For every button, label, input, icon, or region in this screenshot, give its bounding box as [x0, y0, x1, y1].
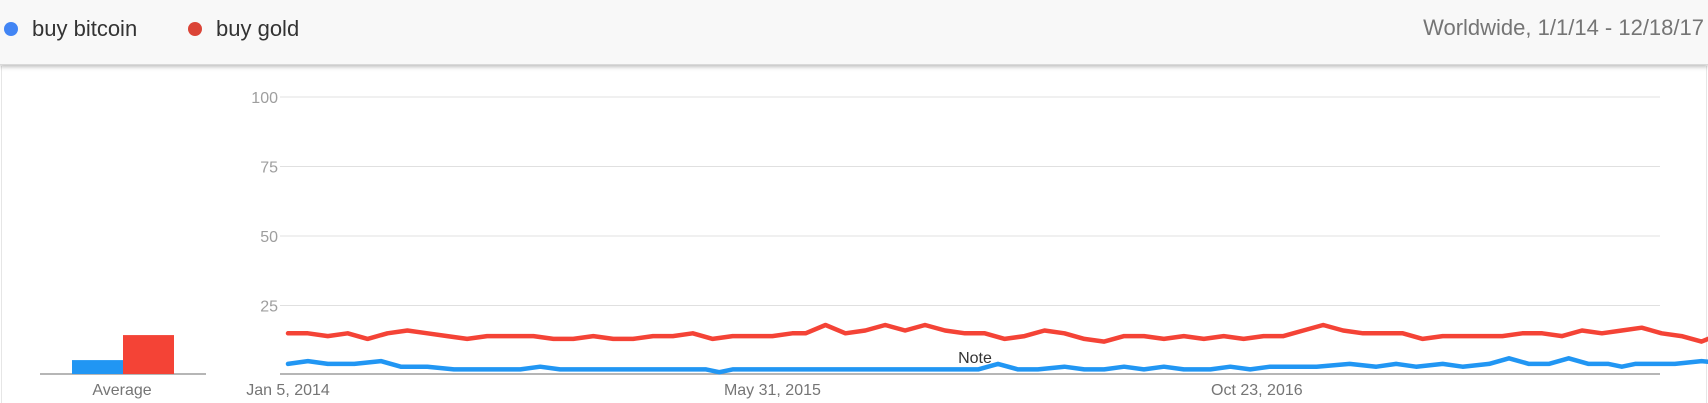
legend-item-buy-bitcoin[interactable]: buy bitcoin	[4, 15, 137, 43]
legend-bar: buy bitcoin buy gold Worldwide, 1/1/14 -…	[0, 0, 1708, 65]
chart-card	[0, 66, 1708, 403]
card-right-edge	[1706, 66, 1707, 403]
region-date-range[interactable]: Worldwide, 1/1/14 - 12/18/17	[1423, 15, 1704, 40]
card-left-edge	[1, 66, 2, 403]
legend-dot-icon	[188, 22, 202, 36]
legend-item-buy-gold[interactable]: buy gold	[188, 15, 299, 43]
legend-label: buy gold	[216, 16, 300, 41]
legend-dot-icon	[4, 22, 18, 36]
legend-label: buy bitcoin	[32, 16, 138, 41]
